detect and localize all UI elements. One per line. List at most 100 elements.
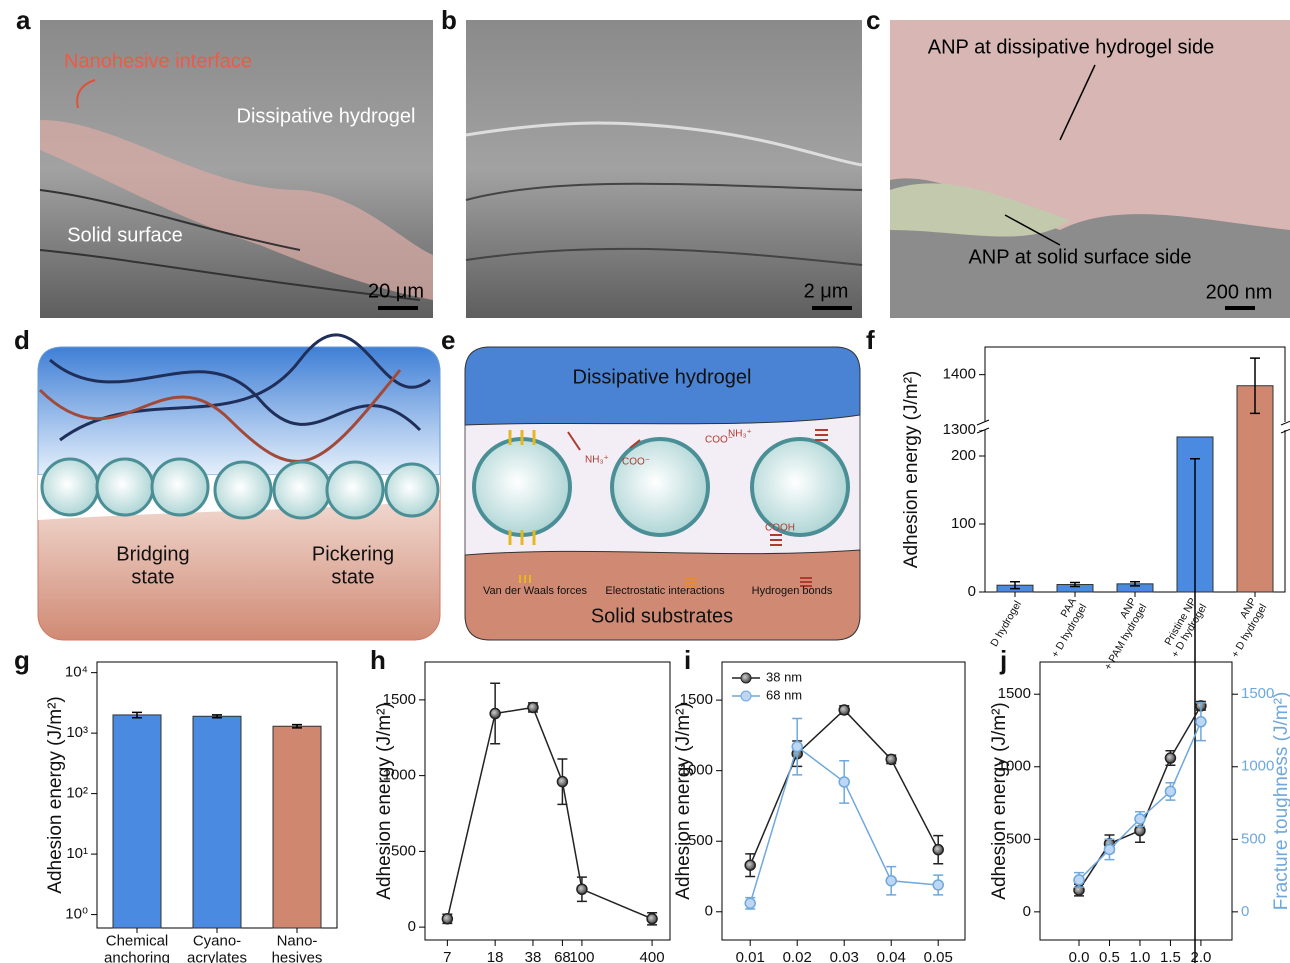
y-tick-label: 10⁰ — [65, 906, 88, 923]
data-point — [442, 914, 452, 924]
x-tick-label: 0.02 — [783, 949, 812, 963]
legend-marker — [741, 691, 751, 701]
data-point — [933, 880, 943, 890]
y-tick-label: 0 — [705, 903, 713, 920]
x-tick-label: ANP+ PAM hydrogel — [1091, 596, 1149, 672]
figure: Nanohesive interface Dissipative hydroge… — [0, 0, 1290, 963]
panel-label: j — [999, 645, 1007, 675]
bar — [273, 726, 321, 928]
data-point — [1165, 786, 1175, 796]
x-tick-label: 68 — [554, 949, 571, 963]
data-point — [577, 884, 587, 894]
y2-axis-label: Fracture toughness (J/m²) — [1271, 692, 1290, 911]
y-tick-label: 500 — [1241, 830, 1266, 847]
data-point — [745, 860, 755, 870]
y-tick-label: 1500 — [1241, 685, 1274, 702]
legend-text: Van der Waals forces — [483, 585, 587, 597]
y-tick-label: 100 — [951, 515, 976, 532]
data-point — [1165, 753, 1175, 763]
panel-label: f — [866, 325, 875, 355]
x-tick-label: 1.5 — [1160, 949, 1181, 963]
data-point — [647, 914, 657, 924]
image-label: Dissipative hydrogel — [237, 105, 416, 127]
x-tick-label: 18 — [487, 949, 504, 963]
sem-image-b — [466, 20, 862, 318]
x-tick-label: 0.03 — [830, 949, 859, 963]
diagram-label: Solid substrates — [591, 605, 733, 627]
panel-label: h — [370, 645, 386, 675]
legend-text: 68 nm — [766, 687, 802, 702]
y-axis-label: Adhesion energy (J/m²) — [374, 702, 395, 899]
x-tick-label: 0.01 — [736, 949, 765, 963]
panel-label: c — [866, 5, 880, 35]
group-label: COOH — [765, 523, 795, 534]
x-tick-label: 400 — [640, 949, 665, 963]
panel-label: i — [684, 645, 691, 675]
y-tick-label: 10¹ — [66, 845, 88, 862]
group-label: NH₃⁺ — [585, 455, 609, 466]
data-point — [933, 845, 943, 855]
image-label: Solid surface — [67, 224, 183, 246]
y-axis-label: Adhesion energy (J/m²) — [673, 702, 694, 899]
legend-marker — [741, 673, 751, 683]
x-tick-label: ANP+ D hydrogel — [1218, 596, 1269, 660]
scale-bar-label: 2 μm — [804, 280, 849, 302]
image-label: ANP at dissipative hydrogel side — [928, 36, 1214, 58]
x-tick-label: 38 — [525, 949, 542, 963]
image-label: ANP at solid surface side — [968, 246, 1191, 268]
x-tick-label: 2.0 — [1190, 949, 1211, 963]
bar — [1237, 386, 1273, 592]
bar — [113, 715, 161, 928]
panel-label: a — [16, 5, 31, 35]
y-tick-label: 1500 — [998, 685, 1031, 702]
y-tick-label: 0 — [408, 918, 416, 935]
panel-label: b — [441, 5, 457, 35]
legend-text: Electrostatic interactions — [605, 585, 725, 597]
x-tick-label: 1.0 — [1130, 949, 1151, 963]
panel-label: d — [14, 325, 30, 355]
scale-bar-label: 20 μm — [368, 280, 424, 302]
x-tick-label: 0.0 — [1069, 949, 1090, 963]
bar — [193, 716, 241, 928]
panel-label: e — [441, 325, 455, 355]
data-point — [745, 898, 755, 908]
data-point — [886, 754, 896, 764]
group-label: COO⁻ — [622, 457, 650, 468]
y-tick-label: 0 — [1023, 903, 1031, 920]
diagram-label: Dissipative hydrogel — [573, 366, 752, 388]
data-point — [839, 705, 849, 715]
y-tick-label: 0 — [1241, 903, 1249, 920]
x-tick-label: 0.05 — [924, 949, 953, 963]
x-tick-label: 100 — [569, 949, 594, 963]
x-tick-label: D hydrogel — [988, 599, 1024, 649]
data-point — [1074, 875, 1084, 885]
sem-image-c — [890, 20, 1290, 318]
panel-label: g — [14, 645, 30, 675]
data-point — [886, 876, 896, 886]
y-axis-label: Adhesion energy (J/m²) — [901, 371, 922, 568]
y-tick-label: 0 — [968, 583, 976, 600]
y-tick-label: 1000 — [1241, 758, 1274, 775]
data-point — [1135, 814, 1145, 824]
x-tick-label: 0.04 — [877, 949, 906, 963]
data-point — [490, 709, 500, 719]
data-point — [557, 777, 567, 787]
data-point — [528, 702, 538, 712]
x-tick-label: 0.5 — [1099, 949, 1120, 963]
y-axis-label: Adhesion energy (J/m²) — [45, 696, 66, 893]
data-point — [1135, 826, 1145, 836]
data-point — [839, 777, 849, 787]
x-tick-label: 7 — [443, 949, 451, 963]
data-line — [447, 707, 652, 918]
group-label: NH₃⁺ — [728, 429, 752, 440]
scale-bar-label: 200 nm — [1206, 281, 1273, 303]
data-point — [792, 742, 802, 752]
legend-text: Hydrogen bonds — [752, 585, 833, 597]
x-tick-label: Nano-hesives — [272, 932, 323, 963]
legend-text: 38 nm — [766, 669, 802, 684]
data-line — [1079, 722, 1201, 880]
y-tick-label: 10⁴ — [65, 664, 88, 681]
diagram-d — [38, 335, 440, 640]
y-tick-label: 1300 — [943, 421, 976, 438]
